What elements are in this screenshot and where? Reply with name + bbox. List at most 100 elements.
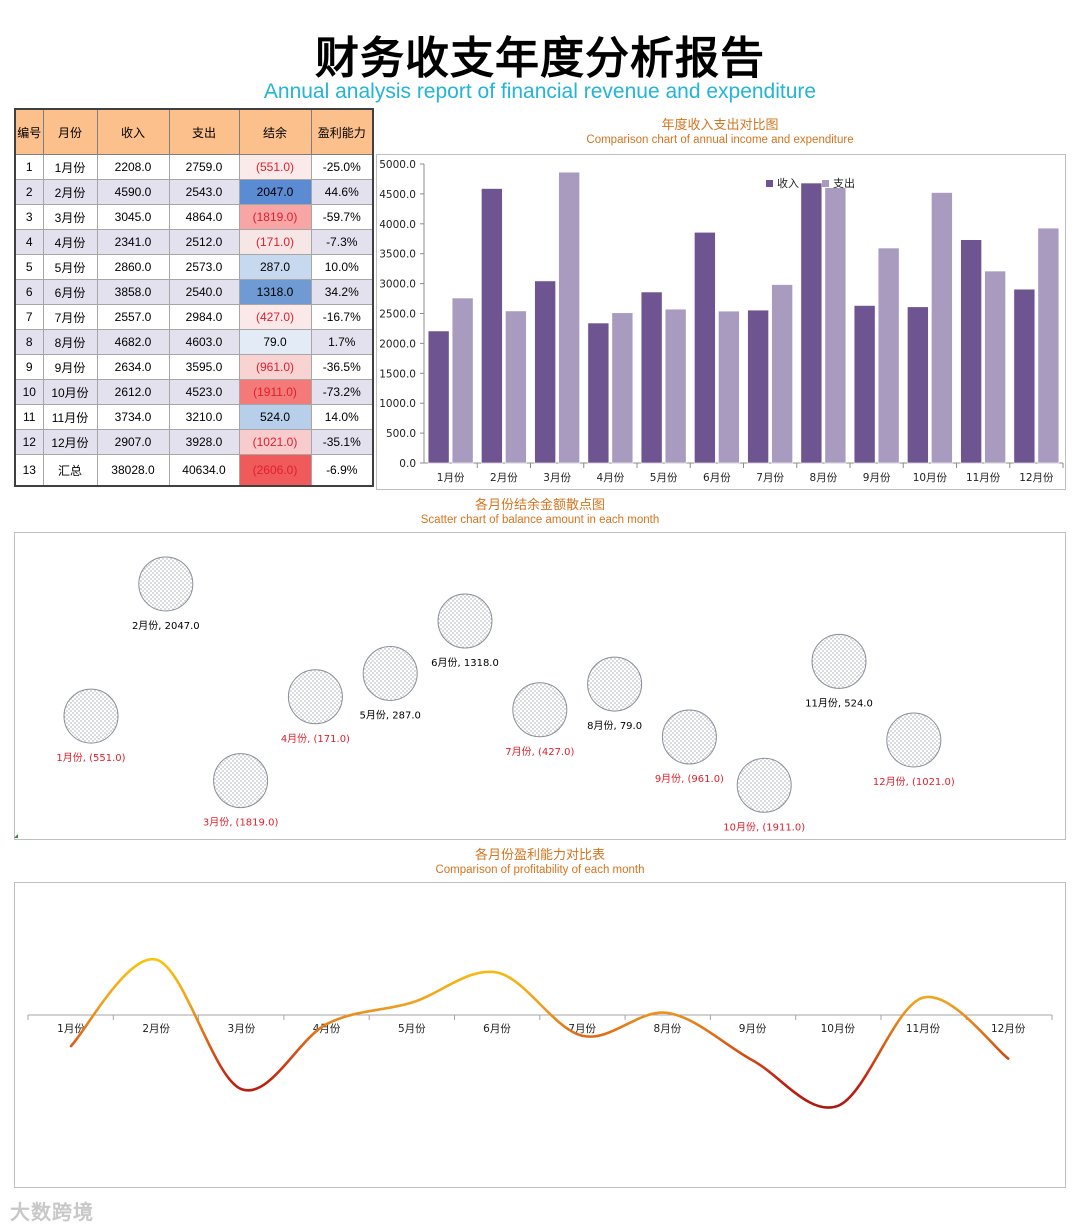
cell-month: 7月份 [42,304,98,330]
cell-balance: (2606.0) [238,454,312,487]
cell-expense: 3928.0 [168,429,240,455]
cell-expense: 2759.0 [168,154,240,180]
cell-profitability: -25.0% [310,154,374,180]
cell-id: 13 [14,454,44,487]
cell-expense: 2573.0 [168,254,240,280]
cell-id: 5 [14,254,44,280]
cell-balance: (1021.0) [238,429,312,455]
cell-expense: 4603.0 [168,329,240,355]
cell-expense: 4864.0 [168,204,240,230]
cell-id: 11 [14,404,44,430]
cell-income: 4590.0 [96,179,170,205]
cell-month: 9月份 [42,354,98,380]
cell-balance: (551.0) [238,154,312,180]
cell-expense: 3595.0 [168,354,240,380]
cell-month: 12月份 [42,429,98,455]
cell-month: 4月份 [42,229,98,255]
cell-income: 2341.0 [96,229,170,255]
cell-income: 2634.0 [96,354,170,380]
page-subtitle: Annual analysis report of financial reve… [263,80,817,103]
cell-month: 3月份 [42,204,98,230]
cell-month: 5月份 [42,254,98,280]
table-row: 1 1月份 2208.0 2759.0 (551.0) -25.0% [14,154,374,180]
header-month: 月份 [42,108,98,155]
bar-chart-subtitle: Comparison chart of annual income and ex… [586,134,854,146]
header-income: 收入 [96,108,170,155]
cell-income: 2208.0 [96,154,170,180]
scatter-chart-panel [14,532,1066,840]
table-header-row: 编号 月份 收入 支出 结余 盈利能力 [14,108,374,155]
cell-balance: 287.0 [238,254,312,280]
cell-expense: 2543.0 [168,179,240,205]
cell-id: 9 [14,354,44,380]
cell-expense: 2984.0 [168,304,240,330]
cell-balance: 2047.0 [238,179,312,205]
header-profitability: 盈利能力 [310,108,374,155]
table-total-row: 13 汇总 38028.0 40634.0 (2606.0) -6.9% [14,454,374,487]
scatter-chart-subtitle: Scatter chart of balance amount in each … [420,514,660,526]
table-row: 7 7月份 2557.0 2984.0 (427.0) -16.7% [14,304,374,330]
cell-income: 3858.0 [96,279,170,305]
cell-balance: (427.0) [238,304,312,330]
cell-expense: 2540.0 [168,279,240,305]
table-row: 5 5月份 2860.0 2573.0 287.0 10.0% [14,254,374,280]
cell-profitability: -73.2% [310,379,374,405]
cell-balance: (171.0) [238,229,312,255]
watermark-logo: 大数跨境 [10,1200,94,1224]
cell-profitability: 34.2% [310,279,374,305]
cell-balance: (1911.0) [238,379,312,405]
cell-income: 2557.0 [96,304,170,330]
table-row: 8 8月份 4682.0 4603.0 79.0 1.7% [14,329,374,355]
cell-income: 4682.0 [96,329,170,355]
cell-id: 4 [14,229,44,255]
cell-id: 1 [14,154,44,180]
cell-income: 3045.0 [96,204,170,230]
table-row: 11 11月份 3734.0 3210.0 524.0 14.0% [14,404,374,430]
cell-profitability: 10.0% [310,254,374,280]
cell-month: 汇总 [42,454,98,487]
cell-month: 1月份 [42,154,98,180]
cell-month: 6月份 [42,279,98,305]
bar-chart-title: 年度收入支出对比图 [661,118,779,133]
cell-income: 38028.0 [96,454,170,487]
scatter-chart-title: 各月份结余金额散点图 [474,498,605,513]
header-id: 编号 [14,108,44,155]
cell-profitability: 44.6% [310,179,374,205]
table-row: 6 6月份 3858.0 2540.0 1318.0 34.2% [14,279,374,305]
cell-balance: (961.0) [238,354,312,380]
cell-id: 6 [14,279,44,305]
cell-month: 8月份 [42,329,98,355]
cell-balance: 1318.0 [238,279,312,305]
line-chart-subtitle: Comparison of profitability of each mont… [435,864,645,876]
cell-id: 7 [14,304,44,330]
cell-month: 10月份 [42,379,98,405]
finance-table: 编号 月份 收入 支出 结余 盈利能力 1 1月份 2208.0 2759.0 (551… [14,108,374,487]
cell-profitability: 1.7% [310,329,374,355]
cell-id: 8 [14,329,44,355]
page-title: 财务收支年度分析报告 [315,33,765,84]
cell-income: 2860.0 [96,254,170,280]
cell-id: 3 [14,204,44,230]
header-expense: 支出 [168,108,240,155]
cell-profitability: -35.1% [310,429,374,455]
cell-expense: 3210.0 [168,404,240,430]
table-row: 9 9月份 2634.0 3595.0 (961.0) -36.5% [14,354,374,380]
cell-profitability: 14.0% [310,404,374,430]
header-balance: 结余 [238,108,312,155]
cell-id: 2 [14,179,44,205]
cell-expense: 4523.0 [168,379,240,405]
table-row: 10 10月份 2612.0 4523.0 (1911.0) -73.2% [14,379,374,405]
cell-profitability: -59.7% [310,204,374,230]
cell-id: 10 [14,379,44,405]
line-chart-title: 各月份盈利能力对比表 [474,848,605,863]
cell-profitability: -16.7% [310,304,374,330]
line-chart-panel [14,882,1066,1188]
cell-profitability: -6.9% [310,454,374,487]
bar-chart-panel [376,154,1066,490]
cell-profitability: -36.5% [310,354,374,380]
cell-income: 2907.0 [96,429,170,455]
cell-income: 2612.0 [96,379,170,405]
cell-expense: 40634.0 [168,454,240,487]
cell-income: 3734.0 [96,404,170,430]
cell-balance: (1819.0) [238,204,312,230]
